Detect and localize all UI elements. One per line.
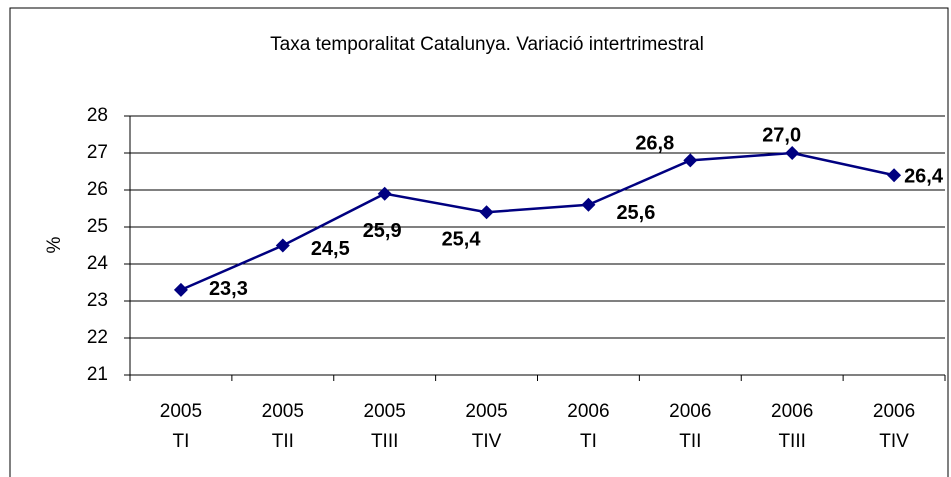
data-point (275, 238, 290, 253)
y-tick-label: 21 (87, 364, 108, 385)
x-tick-label: 2005 (262, 401, 304, 422)
data-label: 27,0 (762, 124, 801, 146)
data-label: 24,5 (311, 238, 350, 260)
x-tick-label: TI (580, 431, 597, 452)
y-tick-label: 26 (87, 179, 108, 200)
data-point (785, 146, 800, 160)
y-axis-label: % (44, 236, 65, 253)
y-tick-label: 27 (87, 142, 108, 163)
data-label: 26,8 (635, 133, 674, 155)
data-label: 26,4 (904, 165, 944, 187)
series-line (180, 151, 895, 292)
y-tick-label: 23 (87, 290, 108, 311)
data-point (887, 168, 902, 183)
y-tick-label: 25 (87, 216, 108, 237)
x-tick-label: TIV (472, 431, 502, 452)
data-label: 25,6 (616, 202, 655, 224)
x-tick-label: TIV (879, 431, 909, 452)
chart-title: Taxa temporalitat Catalunya. Variació in… (270, 34, 704, 55)
x-tick-label: 2005 (364, 401, 406, 422)
x-tick-label: TII (679, 431, 701, 452)
x-tick-label: TII (272, 431, 294, 452)
data-label: 25,4 (442, 228, 482, 250)
x-tick-label: 2006 (873, 401, 915, 422)
x-tick-label: 2005 (465, 401, 507, 422)
x-tick-label: TI (172, 431, 189, 452)
x-tick-label: 2005 (160, 401, 202, 422)
data-point (479, 205, 494, 220)
x-tick-label: TIII (371, 431, 398, 452)
data-label: 23,3 (209, 278, 248, 300)
x-tick-label: 2006 (771, 401, 813, 422)
chart-border (9, 7, 949, 477)
data-point (683, 153, 698, 168)
data-point (581, 197, 596, 212)
data-point (173, 282, 188, 297)
data-point (377, 186, 392, 201)
x-tick-label: 2006 (567, 401, 609, 422)
data-label: 25,9 (363, 220, 402, 242)
x-tick-label: TIII (778, 431, 805, 452)
y-tick-label: 24 (87, 253, 109, 274)
y-tick-label: 22 (87, 327, 108, 348)
y-tick-label: 28 (87, 105, 108, 126)
x-tick-label: 2006 (669, 401, 711, 422)
